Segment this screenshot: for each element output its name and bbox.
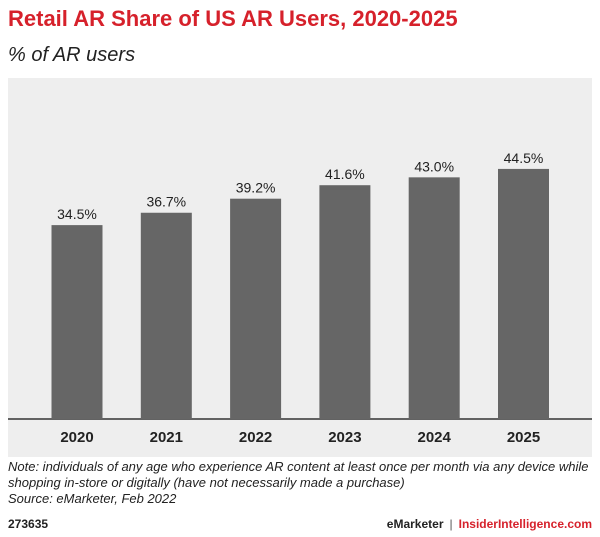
data-label-2024: 43.0%: [414, 158, 454, 174]
brand-insider-intelligence: InsiderIntelligence.com: [458, 517, 592, 531]
chart-subtitle: % of AR users: [8, 44, 136, 66]
footer-brand: eMarketer | InsiderIntelligence.com: [387, 517, 592, 531]
data-label-2023: 41.6%: [325, 166, 365, 182]
chart-title: Retail AR Share of US AR Users, 2020-202…: [8, 6, 458, 31]
x-tick-label-2025: 2025: [507, 429, 540, 446]
x-tick-label-2021: 2021: [150, 429, 183, 446]
x-tick-label-2022: 2022: [239, 429, 272, 446]
brand-emarketer: eMarketer: [386, 517, 444, 531]
plot-area: 34.5% 2020 36.7% 2021 39.2% 2022 41.6% 2023 43.0…: [8, 78, 592, 457]
bar-2025: [498, 168, 549, 419]
chart-id: 273635: [8, 517, 49, 531]
footer-bar: 273635 eMarketer | InsiderIntelligence.com: [0, 514, 600, 537]
bar-2021: [140, 212, 192, 419]
source-text: Source: eMarketer, Feb 2022: [8, 491, 177, 506]
x-tick-label-2020: 2020: [60, 429, 93, 446]
bar-2022: [230, 198, 282, 419]
chart-note: Note: individuals of any age who experie…: [8, 459, 592, 507]
x-tick-label-2023: 2023: [328, 429, 361, 446]
data-label-2025: 44.5%: [504, 150, 544, 166]
bar-2023: [319, 185, 371, 419]
bar-2020: [51, 225, 103, 419]
note-text: Note: individuals of any age who experie…: [8, 459, 589, 490]
bar-2024: [408, 177, 460, 419]
x-tick-label-2024: 2024: [418, 429, 452, 446]
bar-chart: 34.5% 2020 36.7% 2021 39.2% 2022 41.6% 2023 43.0…: [8, 150, 592, 446]
brand-separator: |: [449, 517, 453, 531]
data-label-2021: 36.7%: [146, 194, 186, 210]
data-label-2020: 34.5%: [57, 206, 97, 222]
data-label-2022: 39.2%: [236, 180, 276, 196]
